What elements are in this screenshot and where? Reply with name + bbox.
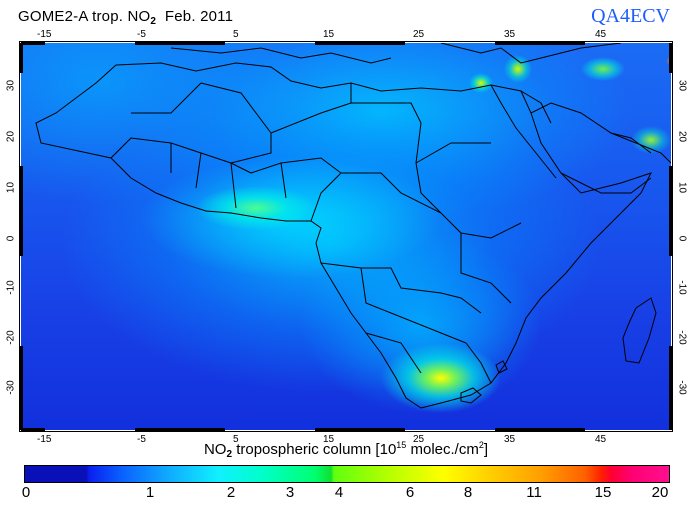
colorbar-label: 1 — [145, 484, 155, 501]
x-tick-top: 35 — [504, 29, 516, 40]
brand-logo: QA4ECV — [591, 5, 670, 27]
colorbar-title-unit: molec./cm — [406, 441, 479, 458]
colorbar-label: 20 — [651, 484, 669, 501]
x-tick-top: 25 — [413, 29, 425, 40]
title-text: GOME2-A trop. NO — [18, 8, 151, 25]
colorbar-label: 2 — [226, 484, 236, 501]
x-tick-bottom: 15 — [323, 434, 335, 445]
y-tick-right: 0 — [676, 235, 688, 242]
colorbar-label: 4 — [334, 484, 344, 501]
title-subscript: 2 — [150, 16, 157, 27]
y-tick-left: 20 — [5, 130, 17, 143]
x-tick-bottom: 45 — [595, 434, 607, 445]
y-tick-right: 30 — [676, 79, 688, 92]
colorbar-label: 6 — [405, 484, 415, 501]
x-tick-bottom: 25 — [413, 434, 425, 445]
y-tick-left: -30 — [5, 380, 17, 395]
title-date: Feb. 2011 — [156, 8, 234, 25]
x-tick-bottom: 5 — [233, 434, 239, 445]
y-tick-left: -10 — [5, 280, 17, 295]
x-tick-top: 45 — [595, 29, 607, 40]
y-tick-left: -20 — [5, 330, 17, 345]
y-tick-right: 20 — [676, 130, 688, 143]
colorbar-title-sup: 15 — [396, 440, 407, 450]
x-tick-top: 15 — [323, 29, 335, 40]
x-tick-top: -15 — [37, 29, 52, 40]
colorbar-title-mid: tropospheric column [10 — [232, 441, 397, 458]
x-tick-bottom: -15 — [37, 434, 52, 445]
colorbar-label: 11 — [526, 484, 542, 501]
y-tick-right: -30 — [676, 380, 688, 395]
country-borders — [35, 43, 671, 409]
colorbar-title-end: ] — [483, 441, 489, 458]
colorbar-title-text: NO — [203, 441, 227, 458]
colorbar-label: 8 — [463, 484, 473, 501]
x-tick-top: 5 — [233, 29, 239, 40]
y-tick-left: 0 — [5, 235, 17, 242]
map-title: GOME2-A trop. NO2 Feb. 2011 — [18, 8, 233, 27]
colorbar-label: 0 — [21, 484, 31, 501]
colorbar-title-sup2: 2 — [478, 440, 484, 450]
y-tick-left: 10 — [5, 181, 17, 194]
y-tick-left: 30 — [5, 79, 17, 92]
colorbar-label: 3 — [285, 484, 295, 501]
colorbar — [24, 465, 670, 483]
x-tick-bottom: -5 — [137, 434, 146, 445]
y-tick-right: -20 — [676, 330, 688, 345]
x-tick-top: -5 — [137, 29, 146, 40]
y-tick-right: 10 — [676, 181, 688, 194]
colorbar-title-sub: 2 — [226, 449, 233, 460]
x-tick-bottom: 35 — [504, 434, 516, 445]
colorbar-label: 15 — [594, 484, 612, 501]
colorbar-title: NO2 tropospheric column [1015 molec./cm2… — [0, 440, 692, 460]
no2-map — [21, 43, 671, 430]
y-tick-right: -10 — [676, 280, 688, 295]
